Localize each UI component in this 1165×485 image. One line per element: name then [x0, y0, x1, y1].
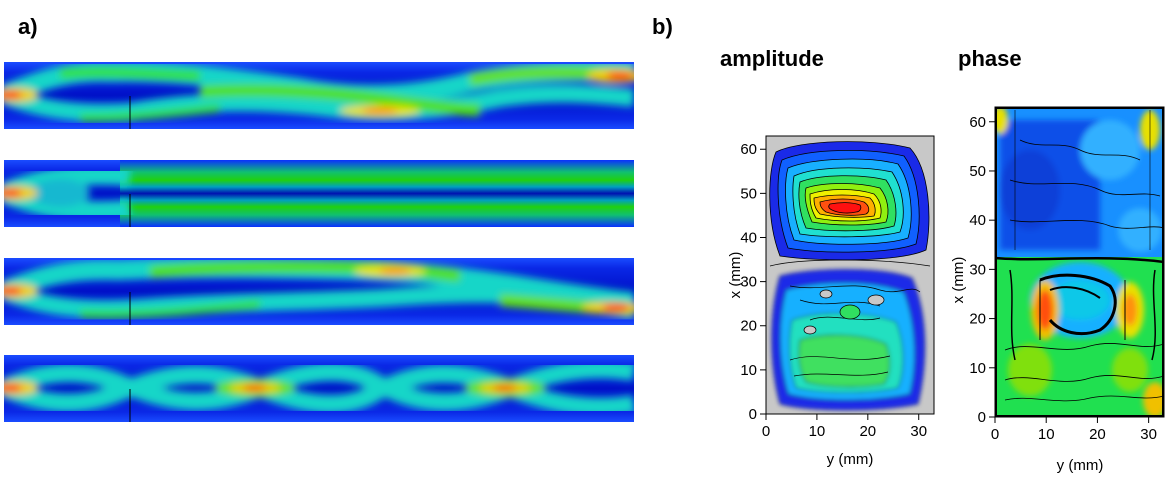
phase-ytick-label: 30 [969, 261, 986, 278]
amplitude-xtick-label: 30 [910, 423, 927, 440]
phase-frame [994, 106, 1165, 418]
waveguide-strip-3 [4, 258, 634, 325]
phase-ytick-label: 60 [969, 114, 986, 131]
amplitude-ytick-label: 30 [740, 274, 757, 291]
amplitude-axes: 0 10 20 30 0 10 20 30 40 50 60 [740, 141, 927, 440]
amplitude-ylabel: x (mm) [727, 252, 744, 299]
amplitude-ytick-label: 10 [740, 362, 757, 379]
waveguide-strip-1 [4, 62, 634, 129]
waveguide-strip-4 [4, 355, 634, 422]
amplitude-ytick-label: 60 [740, 141, 757, 158]
phase-ytick-label: 50 [969, 163, 986, 180]
phase-xtick-label: 0 [991, 426, 999, 443]
amplitude-xtick-label: 0 [762, 423, 770, 440]
phase-xtick-label: 10 [1038, 426, 1055, 443]
amplitude-plot: 0 10 20 30 0 10 20 30 40 50 60 y (mm) x (mm) [727, 135, 935, 468]
phase-plot: 0 10 20 30 0 10 20 30 40 50 60 y (mm) x (mm) [950, 106, 1165, 474]
phase-title: phase [958, 46, 1022, 71]
phase-ytick-label: 0 [978, 409, 986, 426]
phase-ylabel: x (mm) [950, 257, 967, 304]
phase-ytick-label: 40 [969, 212, 986, 229]
amplitude-ytick-label: 40 [740, 229, 757, 246]
phase-ytick-label: 10 [969, 360, 986, 377]
phase-axes: 0 10 20 30 0 10 20 30 40 50 60 [969, 114, 1157, 443]
phase-xtick-label: 30 [1140, 426, 1157, 443]
phase-xtick-label: 20 [1089, 426, 1106, 443]
amplitude-ytick-label: 0 [749, 406, 757, 423]
amplitude-ytick-label: 20 [740, 318, 757, 335]
panel-b-label: b) [652, 14, 673, 39]
amplitude-title: amplitude [720, 46, 824, 71]
amplitude-xlabel: y (mm) [827, 451, 874, 468]
amplitude-xtick-label: 20 [859, 423, 876, 440]
waveguide-strip-2 [4, 160, 634, 227]
amplitude-ytick-label: 50 [740, 185, 757, 202]
phase-xlabel: y (mm) [1057, 457, 1104, 474]
amplitude-xtick-label: 10 [809, 423, 826, 440]
amplitude-frame [765, 135, 935, 415]
phase-ytick-label: 20 [969, 311, 986, 328]
panel-a-label: a) [18, 14, 38, 39]
